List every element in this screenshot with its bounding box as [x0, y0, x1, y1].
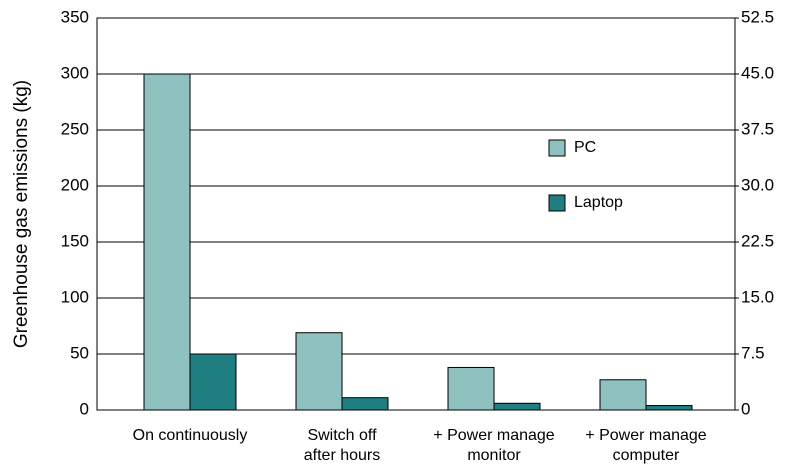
y-tick-label: 300	[61, 63, 89, 82]
x-tick-label: On continuously	[132, 427, 248, 444]
bar	[189, 353, 237, 411]
y-tick-label: 350	[61, 7, 89, 26]
bar	[143, 73, 191, 411]
y-tick-label: 50	[70, 343, 89, 362]
y2-tick-label: 7.5	[741, 343, 765, 362]
y-tick-label: 0	[80, 399, 89, 418]
y-tick-label: 250	[61, 119, 89, 138]
y2-tick-label: 0	[741, 399, 750, 418]
bar	[295, 332, 343, 411]
bar	[599, 379, 647, 411]
y-tick-label: 150	[61, 231, 89, 250]
y-axis-label: Greenhouse gas emissions (kg)	[11, 80, 32, 348]
y2-tick-label: 15.0	[741, 287, 774, 306]
bar	[447, 366, 495, 411]
y2-tick-label: 37.5	[741, 119, 774, 138]
y2-tick-label: 30.0	[741, 175, 774, 194]
legend-label: PC	[574, 139, 596, 156]
y2-tick-label: 22.5	[741, 231, 774, 250]
legend-swatch	[548, 139, 566, 157]
legend-label: Laptop	[574, 194, 623, 211]
bar	[645, 405, 693, 411]
y2-tick-label: 45.0	[741, 63, 774, 82]
plot-frame	[96, 17, 736, 411]
y-tick-label: 100	[61, 287, 89, 306]
bar	[493, 402, 541, 411]
y2-tick-label: 52.5	[741, 7, 774, 26]
x-tick-label: + Power manage monitor	[433, 427, 555, 464]
y-tick-label: 200	[61, 175, 89, 194]
x-tick-label: Switch off after hours	[303, 427, 381, 464]
x-tick-label: + Power manage computer	[585, 427, 707, 464]
bar	[341, 397, 389, 411]
legend-swatch	[548, 194, 566, 212]
